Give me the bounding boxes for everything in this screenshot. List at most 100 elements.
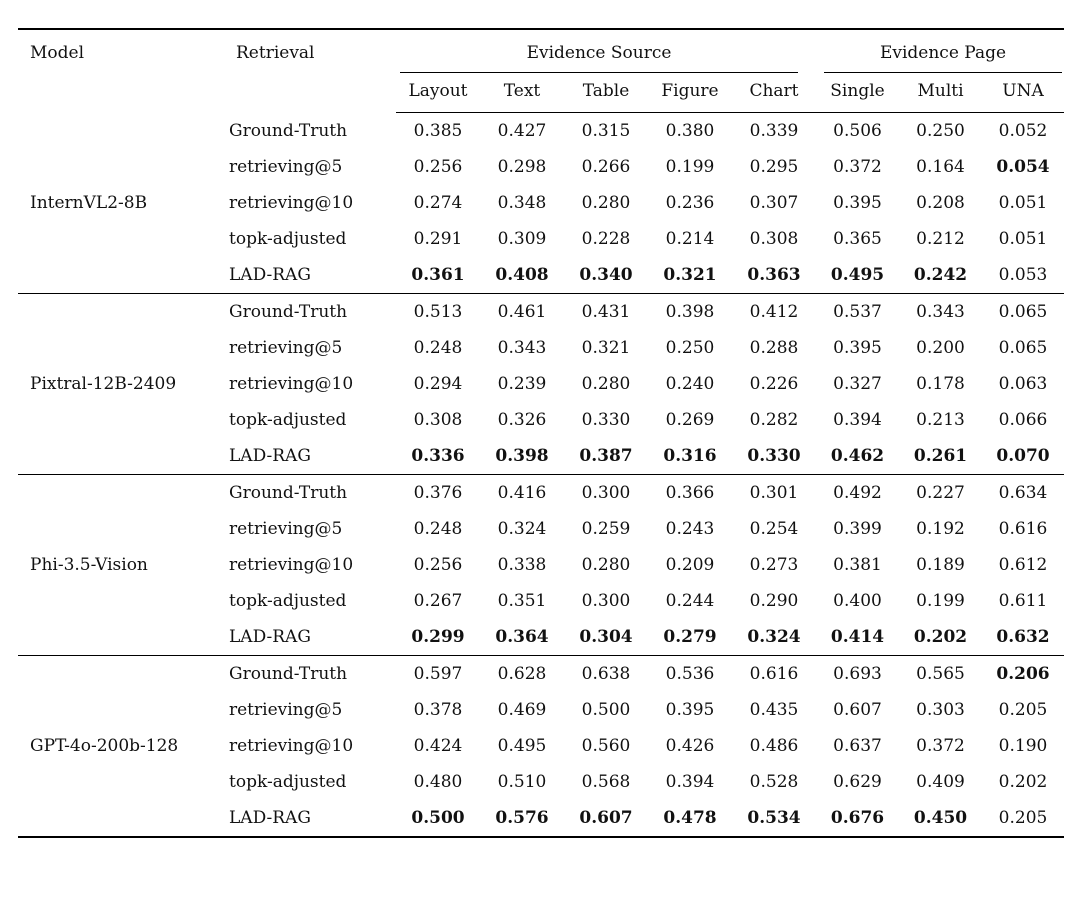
value-cell: 0.200 — [916, 338, 965, 358]
retrieval-method: Ground-Truth — [224, 293, 396, 330]
evidence-source-label: Evidence Source — [400, 30, 798, 73]
value-cell: 0.506 — [833, 121, 882, 141]
value-cell: 0.051 — [998, 193, 1048, 213]
value-cell: 0.398 — [648, 293, 732, 330]
value-cell: 0.637 — [833, 736, 882, 756]
retrieval-method: topk-adjusted — [229, 591, 347, 611]
value-cell: 0.536 — [648, 655, 732, 692]
value-cell: 0.528 — [749, 772, 799, 792]
col-header-layout: Layout — [396, 73, 480, 113]
table-body: InternVL2-8B Ground-Truth 0.385 0.427 0.315 0… — [18, 113, 1065, 837]
value-cell: 0.279 — [663, 627, 717, 647]
value-cell: 0.266 — [581, 157, 631, 177]
value-cell: 0.307 — [749, 193, 799, 213]
model-name: Pixtral-12B-2409 — [18, 293, 224, 475]
value-cell: 0.612 — [998, 555, 1048, 575]
value-cell: 0.300 — [564, 474, 648, 511]
value-cell: 0.462 — [830, 446, 885, 466]
value-cell: 0.607 — [833, 700, 882, 720]
value-cell: 0.294 — [413, 374, 463, 394]
value-cell: 0.052 — [998, 121, 1048, 141]
value-cell: 0.412 — [732, 293, 816, 330]
table-row: LAD-RAG 0.336 0.398 0.387 0.316 0.330 0.462 0.2… — [18, 438, 1064, 475]
col-header-una: UNA — [982, 73, 1065, 113]
value-cell: 0.351 — [497, 591, 547, 611]
retrieval-method: retrieving@10 — [229, 555, 354, 575]
value-cell: 0.274 — [413, 193, 463, 213]
value-cell: 0.309 — [497, 229, 547, 249]
value-cell: 0.534 — [747, 808, 801, 828]
value-cell: 0.324 — [497, 519, 547, 539]
value-cell: 0.212 — [916, 229, 965, 249]
value-cell: 0.376 — [396, 474, 480, 511]
col-header-retrieval: Retrieval — [236, 43, 315, 63]
value-cell: 0.298 — [497, 157, 547, 177]
value-cell: 0.616 — [998, 519, 1048, 539]
model-name: InternVL2-8B — [30, 192, 148, 213]
value-cell: 0.387 — [579, 446, 633, 466]
value-cell: 0.228 — [581, 229, 631, 249]
value-cell: 0.205 — [998, 700, 1048, 720]
table-row: retrieving@10 0.256 0.338 0.280 0.209 0.273 0.… — [18, 547, 1064, 583]
value-cell: 0.400 — [833, 591, 882, 611]
value-cell: 0.560 — [581, 736, 631, 756]
retrieval-method: Ground-Truth — [224, 655, 396, 692]
value-cell: 0.202 — [998, 772, 1048, 792]
col-header-figure: Figure — [648, 73, 732, 113]
value-cell: 0.629 — [833, 772, 882, 792]
table-row: LAD-RAG 0.500 0.576 0.607 0.478 0.534 0.676 0.4… — [18, 800, 1064, 837]
value-cell: 0.495 — [497, 736, 547, 756]
table-row: retrieving@5 0.378 0.469 0.500 0.395 0.435 0.6… — [18, 692, 1064, 728]
value-cell: 0.380 — [665, 121, 715, 141]
retrieval-method: retrieving@5 — [229, 519, 343, 539]
value-cell: 0.340 — [579, 265, 633, 285]
value-cell: 0.348 — [497, 193, 547, 213]
value-cell: 0.206 — [982, 655, 1065, 692]
value-cell: 0.394 — [665, 772, 715, 792]
value-cell: 0.395 — [833, 338, 882, 358]
value-cell: 0.537 — [816, 293, 899, 330]
value-cell: 0.616 — [732, 655, 816, 692]
retrieval-method: LAD-RAG — [229, 446, 311, 466]
table-row: retrieving@5 0.248 0.324 0.259 0.243 0.254 0.3… — [18, 511, 1064, 547]
retrieval-method: retrieving@10 — [229, 374, 354, 394]
value-cell: 0.361 — [411, 265, 465, 285]
value-cell: 0.321 — [663, 265, 717, 285]
retrieval-method: Ground-Truth — [229, 120, 348, 141]
value-cell: 0.478 — [663, 808, 717, 828]
table-header: Model Retrieval Evidence Source Evidence… — [18, 29, 1065, 113]
col-header-table: Table — [564, 73, 648, 113]
value-cell: 0.408 — [495, 265, 549, 285]
value-cell: 0.261 — [913, 446, 968, 466]
table-row: retrieving@10 0.294 0.239 0.280 0.240 0.226 0.… — [18, 366, 1064, 402]
value-cell: 0.250 — [665, 338, 715, 358]
results-table: Model Retrieval Evidence Source Evidence… — [18, 28, 1065, 838]
retrieval-method: topk-adjusted — [229, 772, 347, 792]
value-cell: 0.500 — [581, 700, 631, 720]
value-cell: 0.190 — [998, 736, 1048, 756]
value-cell: 0.461 — [480, 293, 564, 330]
value-cell: 0.209 — [665, 555, 715, 575]
col-header-single: Single — [816, 73, 899, 113]
value-cell: 0.486 — [749, 736, 799, 756]
value-cell: 0.343 — [497, 338, 547, 358]
value-cell: 0.214 — [665, 229, 715, 249]
value-cell: 0.634 — [982, 474, 1065, 511]
value-cell: 0.385 — [413, 121, 463, 141]
value-cell: 0.239 — [497, 374, 547, 394]
value-cell: 0.304 — [579, 627, 633, 647]
value-cell: 0.316 — [663, 446, 717, 466]
value-cell: 0.495 — [830, 265, 885, 285]
value-cell: 0.638 — [564, 655, 648, 692]
value-cell: 0.500 — [411, 808, 465, 828]
value-cell: 0.336 — [411, 446, 465, 466]
value-cell: 0.256 — [413, 555, 463, 575]
value-cell: 0.054 — [996, 157, 1050, 177]
value-cell: 0.202 — [913, 627, 968, 647]
table-row: retrieving@10 0.274 0.348 0.280 0.236 0.307 0.… — [18, 185, 1064, 221]
value-cell: 0.416 — [480, 474, 564, 511]
value-cell: 0.513 — [396, 293, 480, 330]
value-cell: 0.199 — [665, 157, 715, 177]
value-cell: 0.213 — [916, 410, 965, 430]
col-header-chart: Chart — [732, 73, 816, 113]
